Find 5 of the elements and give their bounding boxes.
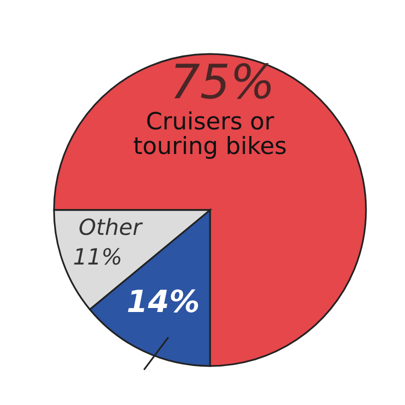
data-label: 11% xyxy=(74,248,120,265)
slice-label: Cruisers or touring bikes xyxy=(134,111,286,159)
data-label: 75% xyxy=(174,63,271,99)
slice-label: Other xyxy=(80,218,143,236)
data-label: 14% xyxy=(128,289,198,312)
